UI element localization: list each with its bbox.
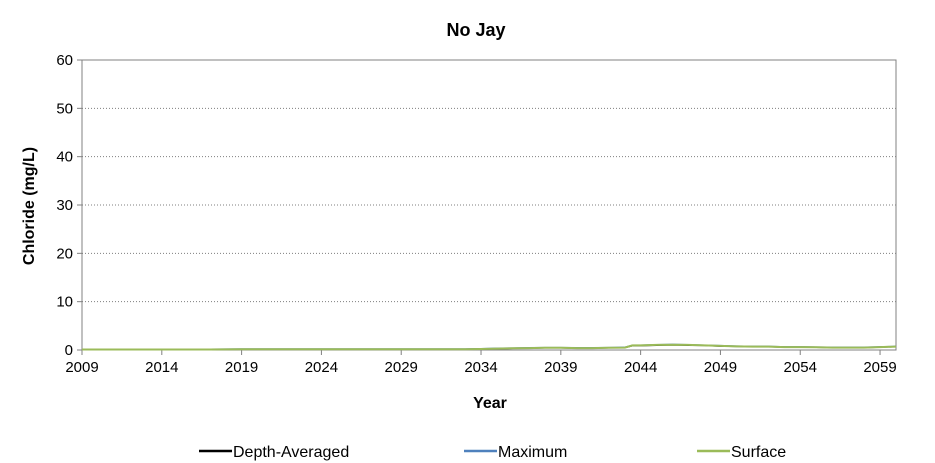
gridlines [82, 107, 896, 303]
x-tick-label: 2009 [65, 359, 98, 376]
series-lines [82, 343, 897, 351]
y-tick-label: 10 [56, 294, 73, 311]
y-tick-label: 60 [56, 52, 73, 69]
y-tick-label: 0 [65, 342, 73, 359]
y-tick-label: 40 [56, 149, 73, 166]
legend-item: Depth-Averaged [199, 444, 349, 461]
x-axis-ticks: 2009 2014 2019 2024 2029 2034 2039 2044 2049 2054… [65, 350, 897, 376]
y-tick-label: 20 [56, 245, 73, 262]
x-tick-label: 2049 [704, 359, 737, 376]
y-axis-ticks: 0 10 20 30 40 50 60 [56, 52, 82, 359]
x-tick-label: 2054 [784, 359, 817, 376]
legend-label: Maximum [498, 444, 567, 461]
x-tick-label: 2039 [544, 359, 577, 376]
x-tick-label: 2059 [863, 359, 896, 376]
x-tick-label: 2024 [305, 359, 338, 376]
series-line-surface [82, 343, 897, 351]
y-tick-label: 50 [56, 100, 73, 117]
legend-label: Depth-Averaged [233, 444, 349, 461]
x-tick-label: 2019 [225, 359, 258, 376]
y-axis-label: Chloride (mg/L) [21, 147, 38, 265]
x-tick-label: 2044 [624, 359, 657, 376]
legend-item: Surface [697, 444, 786, 461]
plot-area [81, 59, 897, 351]
x-tick-label: 2014 [145, 359, 178, 376]
legend-item: Maximum [464, 444, 567, 461]
x-tick-label: 2029 [385, 359, 418, 376]
x-axis-label: Year [473, 395, 507, 412]
y-tick-label: 30 [56, 197, 73, 214]
x-tick-label: 2034 [464, 359, 497, 376]
legend-label: Surface [731, 444, 786, 461]
legend: Depth-Averaged Maximum Surface [199, 444, 786, 461]
chart-title: No Jay [446, 20, 505, 40]
